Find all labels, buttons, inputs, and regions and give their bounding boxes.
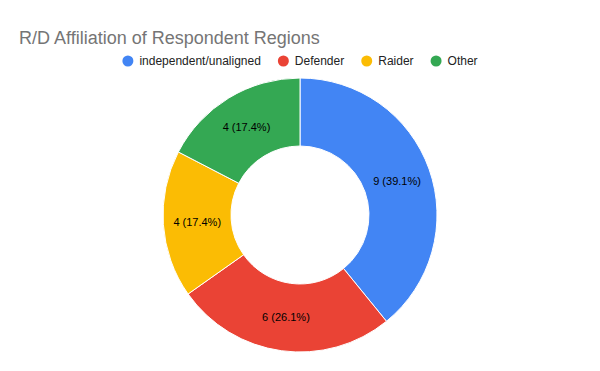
legend-label: independent/unaligned bbox=[139, 54, 260, 68]
legend-label: Defender bbox=[295, 54, 344, 68]
legend-label: Raider bbox=[378, 54, 413, 68]
data-label: 4 (17.4%) bbox=[223, 121, 271, 133]
data-label: 6 (26.1%) bbox=[262, 311, 310, 323]
legend-item: independent/unaligned bbox=[122, 54, 260, 68]
legend-swatch bbox=[361, 56, 372, 67]
legend-swatch bbox=[431, 56, 442, 67]
legend-item: Raider bbox=[361, 54, 413, 68]
data-labels: 9 (39.1%) 6 (26.1%) 4 (17.4%) 4 (17.4%) bbox=[173, 121, 421, 323]
legend: independent/unaligned Defender Raider Other bbox=[122, 54, 477, 68]
background bbox=[0, 0, 600, 371]
legend-item: Other bbox=[431, 54, 478, 68]
legend-swatch bbox=[122, 56, 133, 67]
chart: R/D Affiliation of Respondent Regions ind… bbox=[0, 0, 600, 371]
data-label: 4 (17.4%) bbox=[173, 216, 221, 228]
slice bbox=[178, 78, 300, 183]
legend-swatch bbox=[278, 56, 289, 67]
legend-label: Other bbox=[448, 54, 478, 68]
data-label: 9 (39.1%) bbox=[373, 175, 421, 187]
slices bbox=[163, 78, 437, 352]
chart-title: R/D Affiliation of Respondent Regions bbox=[19, 28, 320, 48]
legend-item: Defender bbox=[278, 54, 344, 68]
